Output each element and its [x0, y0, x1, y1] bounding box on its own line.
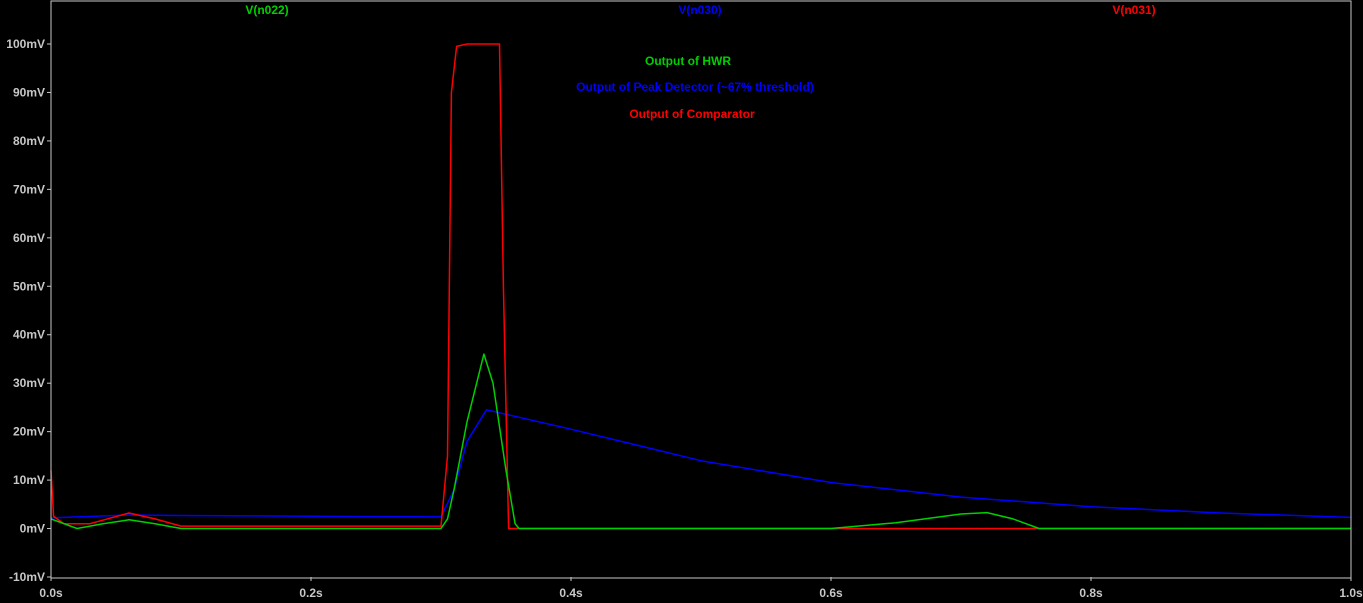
y-tick-label: 90mV — [13, 85, 45, 99]
annotation-hwr: Output of HWR — [645, 54, 731, 68]
y-tick-label: 40mV — [13, 328, 45, 342]
x-tick-label: 0.0s — [39, 586, 63, 600]
trace-name-n031[interactable]: V(n031) — [1112, 3, 1155, 17]
y-tick-label: 10mV — [13, 473, 45, 487]
y-tick-label: 80mV — [13, 134, 45, 148]
y-tick-label: -10mV — [9, 570, 45, 584]
y-tick-label: 20mV — [13, 425, 45, 439]
y-tick-label: 0mV — [20, 522, 45, 536]
x-tick-label: 0.2s — [299, 586, 323, 600]
x-tick-label: 0.8s — [1079, 586, 1103, 600]
y-tick-label: 50mV — [13, 279, 45, 293]
y-tick-label: 30mV — [13, 376, 45, 390]
x-tick-label: 1.0s — [1339, 586, 1363, 600]
y-tick-label: 100mV — [6, 37, 45, 51]
trace-name-n022[interactable]: V(n022) — [245, 3, 288, 17]
annotation-comparator: Output of Comparator — [629, 107, 755, 121]
x-tick-label: 0.6s — [819, 586, 843, 600]
trace-name-n030[interactable]: V(n030) — [678, 3, 721, 17]
y-tick-label: 70mV — [13, 182, 45, 196]
annotation-peak-detector: Output of Peak Detector (~67% threshold) — [576, 80, 814, 94]
x-tick-label: 0.4s — [559, 586, 583, 600]
y-tick-label: 60mV — [13, 231, 45, 245]
